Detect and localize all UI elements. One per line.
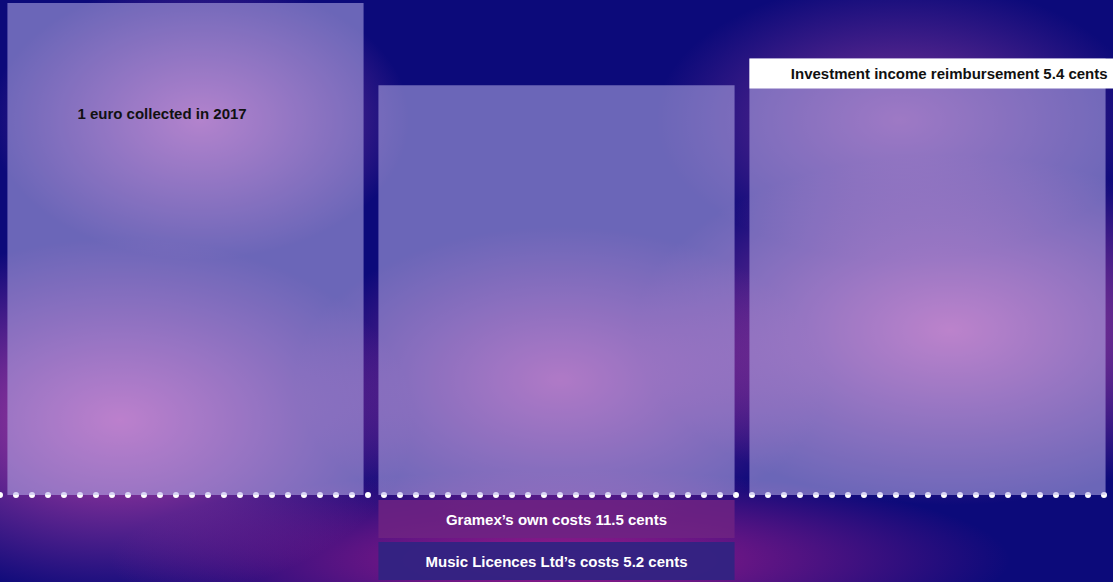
svg-text:Investment income reimbursemen: Investment income reimbursement 5.4 cent…	[791, 65, 1108, 82]
svg-text:1 euro collected in 2017: 1 euro collected in 2017	[77, 105, 246, 122]
svg-text:Gramex’s own costs 11.5 cents: Gramex’s own costs 11.5 cents	[446, 511, 667, 528]
svg-text:Music Licences Ltd’s costs 5.2: Music Licences Ltd’s costs 5.2 cents	[425, 553, 687, 570]
